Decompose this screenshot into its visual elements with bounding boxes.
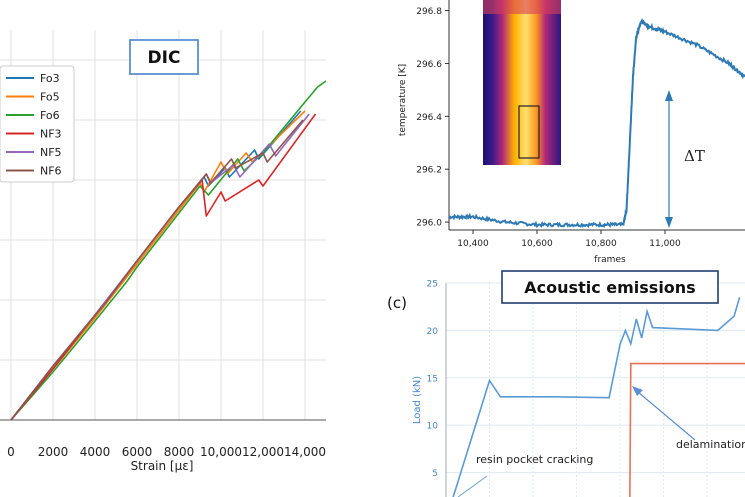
thermo-x-ticks: 10,400 10,600 10,800 11,000: [457, 230, 681, 249]
thermo-y-tick-label: 296.4: [416, 113, 442, 123]
dic-x-ticks: 0 2000 4000 6000 8000 10,000 12,000 14,000: [7, 445, 326, 459]
thermo-y-ticks: 296.0 296.2 296.4 296.6 296.8: [416, 7, 449, 229]
thermo-y-tick-label: 296.8: [416, 7, 442, 17]
thermo-x-axis-label: frames: [594, 255, 626, 265]
thermo-x-tick-label: 10,400: [457, 239, 489, 249]
legend-box: [0, 65, 75, 183]
dic-series-group: [10, 80, 327, 421]
ae-y-ticks: 5 10 15 20 25: [427, 280, 439, 480]
thermo-y-tick-label: 296.6: [416, 60, 442, 70]
dic-grid: [0, 30, 326, 421]
ae-y-tick-label: 15: [427, 374, 438, 384]
dic-x-tick-label: 12,000: [242, 445, 284, 459]
dic-title-box: [129, 39, 199, 75]
ae-y-tick-label: 5: [432, 469, 438, 479]
delta-t-arrow: [665, 90, 673, 228]
ae-title: Acoustic emissions: [524, 278, 695, 297]
ae-y-tick-label: 20: [427, 327, 439, 337]
dic-legend: Fo3 Fo5 Fo6 NF3 NF5 NF6: [0, 65, 75, 183]
delta-t-label: ΔT: [684, 147, 705, 165]
legend-label-fo5: Fo5: [40, 91, 60, 104]
thermo-y-tick-label: 296.2: [416, 166, 442, 176]
acoustic-events-line: [629, 362, 745, 497]
resin-pocket-label: resin pocket cracking: [476, 453, 593, 466]
load-series-line: [452, 296, 741, 497]
legend-label-nf5: NF5: [40, 146, 62, 159]
ae-title-box: [501, 270, 719, 304]
ae-panel-label: (c): [387, 294, 407, 312]
legend-label-fo6: Fo6: [40, 109, 60, 122]
dic-x-tick-label: 2000: [38, 445, 69, 459]
legend-label-fo3: Fo3: [40, 72, 60, 85]
ae-y-tick-label: 10: [427, 422, 439, 432]
legend-items: Fo3 Fo5 Fo6 NF3 NF5 NF6: [6, 72, 62, 178]
legend-label-nf6: NF6: [40, 165, 62, 178]
temperature-series-line: [448, 18, 745, 229]
thermo-y-axis-label: temperature [K]: [398, 64, 408, 136]
dic-title: DIC: [148, 48, 181, 68]
ae-y-axis-label: Load (kN): [412, 376, 423, 424]
thermo-axes: [448, 0, 745, 231]
dic-x-tick-label: 0: [7, 445, 15, 459]
dic-x-tick-label: 6000: [122, 445, 153, 459]
thermo-x-tick-label: 10,600: [521, 239, 553, 249]
dic-x-tick-label: 4000: [80, 445, 111, 459]
region-of-interest-box: [518, 105, 540, 159]
resin-pocket-annotation: [457, 475, 488, 497]
dic-x-axis-label: Strain [με]: [131, 459, 194, 473]
dic-panel: 0 2000 4000 6000 8000 10,000 12,000 14,000 Stra…: [0, 30, 327, 473]
thermo-x-tick-label: 11,000: [649, 239, 681, 249]
dic-x-tick-label: 14,000: [284, 445, 326, 459]
thermal-image-inset: [483, 0, 561, 165]
ae-y-tick-label: 25: [427, 280, 438, 290]
dic-series-fo6: [10, 80, 327, 421]
dic-series-nf6: [10, 119, 304, 421]
dic-x-tick-label: 8000: [164, 445, 195, 459]
thermo-y-tick-label: 296.0: [416, 219, 442, 229]
legend-label-nf3: NF3: [40, 128, 62, 141]
delamination-label: delamination: [676, 438, 745, 451]
dic-x-tick-label: 10,000: [200, 445, 242, 459]
ae-panel: 5 10 15 20 25 (c) Load (kN) Acoustic emissio…: [387, 270, 745, 497]
delamination-arrow: [632, 386, 696, 441]
thermo-x-tick-label: 10,800: [585, 239, 617, 249]
